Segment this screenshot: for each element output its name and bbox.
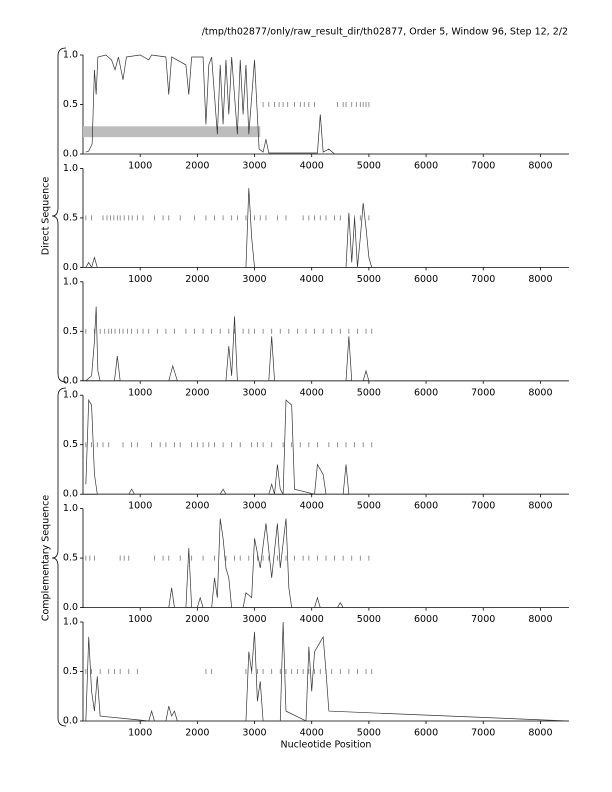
x-tick-label: 5000 [357, 728, 381, 739]
line [85, 398, 569, 496]
x-tick-label: 2000 [185, 387, 209, 398]
header: /tmp/th02877/only/raw_result_dir/th02877… [202, 27, 568, 38]
y-tick-label: 0.0 [63, 375, 78, 386]
x-tick-label: 4000 [300, 161, 324, 172]
y-tick-label: 1.0 [63, 276, 78, 287]
x-tick-label: 6000 [414, 501, 438, 512]
line [85, 188, 569, 269]
x-tick-label: 6000 [414, 728, 438, 739]
y-tick-label: 0.0 [63, 262, 78, 273]
line [85, 54, 569, 155]
x-tick-label: 8000 [528, 728, 552, 739]
x-tick-label: 8000 [528, 161, 552, 172]
x-tick-label: 2000 [185, 728, 209, 739]
x-tick-label: 3000 [242, 387, 266, 398]
x-tick-label: 5000 [357, 161, 381, 172]
x-tick-label: 1000 [128, 387, 152, 398]
y-tick-label: 0.5 [63, 212, 78, 223]
x-tick-label: 8000 [528, 274, 552, 285]
region [83, 126, 261, 138]
x-tick-label: 6000 [414, 387, 438, 398]
x-tick-label: 7000 [471, 501, 495, 512]
x-tick-label: 7000 [471, 614, 495, 625]
brace [51, 387, 67, 727]
line [85, 621, 570, 722]
x-tick-label: 1000 [128, 161, 152, 172]
y-tick-label: 1.0 [63, 50, 78, 61]
x-tick-label: 7000 [471, 728, 495, 739]
x-tick-label: 3000 [242, 161, 266, 172]
x-tick-label: 2000 [185, 161, 209, 172]
x-tick-label: 4000 [300, 387, 324, 398]
x-tick-label: 6000 [414, 274, 438, 285]
y-tick-label: 1.0 [63, 503, 78, 514]
line [85, 306, 569, 382]
x-tick-label: 2000 [185, 614, 209, 625]
axis [82, 55, 569, 155]
brace [51, 47, 67, 383]
y-tick-label: 1.0 [63, 390, 78, 401]
x-tick-label: 8000 [528, 387, 552, 398]
y-tick-label: 0.0 [63, 602, 78, 613]
y-tick-label: 1.0 [63, 163, 78, 174]
x-tick-label: 6000 [414, 614, 438, 625]
x-tick-label: 3000 [242, 614, 266, 625]
x-tick-label: 5000 [357, 387, 381, 398]
x-tick-label: 4000 [300, 274, 324, 285]
x-tick-label: 5000 [357, 614, 381, 625]
group-label: Complementary Sequence [41, 495, 52, 621]
y-tick-label: 0.5 [63, 326, 78, 337]
x-tick-label: 7000 [471, 274, 495, 285]
y-tick-label: 0.0 [63, 716, 78, 727]
y-tick-label: 0.0 [63, 149, 78, 160]
x-tick-label: 5000 [357, 274, 381, 285]
y-tick-label: 0.5 [63, 99, 78, 110]
x-tick-label: 1000 [128, 274, 152, 285]
x-tick-label: 1000 [128, 728, 152, 739]
x-tick-label: 7000 [471, 387, 495, 398]
x-tick-label: 4000 [300, 614, 324, 625]
y-tick-label: 1.0 [63, 617, 78, 628]
x-tick-label: 8000 [528, 501, 552, 512]
x-tick-label: 7000 [471, 161, 495, 172]
axis [82, 281, 569, 382]
x-tick-label: 2000 [185, 274, 209, 285]
x-tick-label: 3000 [242, 728, 266, 739]
line [85, 518, 569, 608]
x-tick-label: 3000 [242, 274, 266, 285]
x-tick-label: 1000 [128, 614, 152, 625]
x-tick-label: 1000 [128, 501, 152, 512]
x-axis-label: Nucleotide Position [281, 740, 372, 751]
x-tick-label: 5000 [357, 501, 381, 512]
x-tick-label: 8000 [528, 614, 552, 625]
x-tick-label: 6000 [414, 161, 438, 172]
group-label: Direct Sequence [41, 177, 52, 255]
y-tick-label: 0.5 [63, 553, 78, 564]
x-tick-label: 3000 [242, 501, 266, 512]
y-tick-label: 0.5 [63, 666, 78, 677]
x-tick-label: 2000 [185, 501, 209, 512]
axis [82, 395, 569, 495]
x-tick-label: 4000 [300, 501, 324, 512]
y-tick-label: 0.5 [63, 439, 78, 450]
y-tick-label: 0.0 [63, 489, 78, 500]
x-tick-label: 4000 [300, 728, 324, 739]
